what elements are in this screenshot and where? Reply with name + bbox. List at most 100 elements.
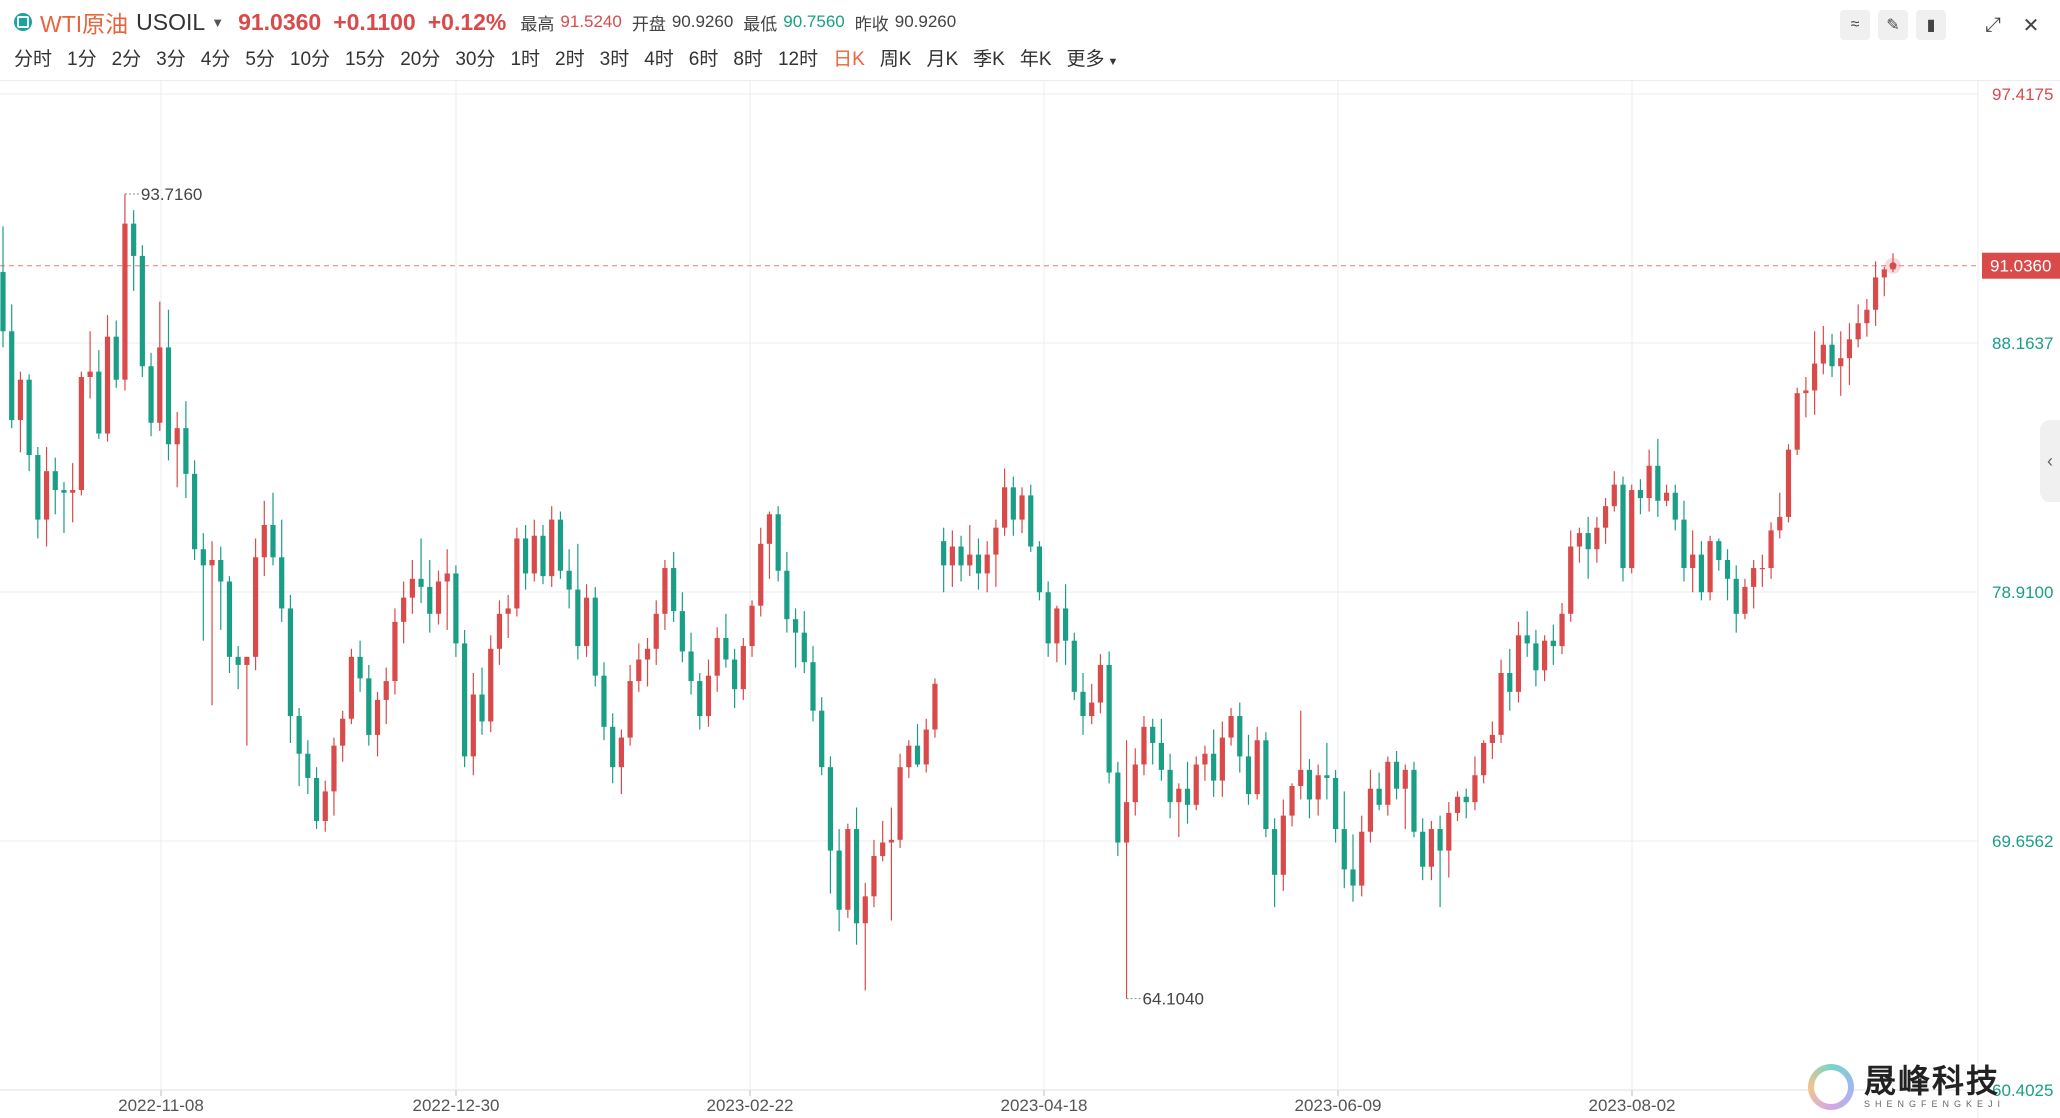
- period-tab[interactable]: 季K: [973, 48, 1005, 70]
- watermark-text-cn: 晟峰科技: [1864, 1062, 2001, 1100]
- candle-body: [78, 377, 84, 491]
- period-tab[interactable]: 10分: [289, 48, 331, 70]
- candle-body: [566, 570, 572, 590]
- period-tab[interactable]: 月K: [926, 48, 959, 70]
- fullscreen-icon[interactable]: ⤢: [1985, 13, 2001, 36]
- candle-body: [583, 597, 590, 647]
- candle-body: [131, 223, 137, 256]
- x-tick-label: 2022-11-08: [118, 1096, 204, 1115]
- candle-body: [1698, 554, 1704, 593]
- candle-body: [1132, 764, 1138, 803]
- period-tab[interactable]: 12时: [777, 48, 819, 70]
- period-tab[interactable]: 6时: [688, 48, 719, 70]
- candle-body: [1367, 788, 1374, 832]
- stat-label: 开盘: [631, 14, 666, 34]
- candle-body: [1751, 568, 1757, 587]
- candle-body: [1158, 742, 1164, 770]
- candle-body: [1115, 772, 1121, 843]
- candle-body: [610, 726, 616, 768]
- period-tab[interactable]: 日K: [833, 48, 865, 70]
- indicator-icon[interactable]: ≈: [1840, 10, 1870, 40]
- period-tab[interactable]: 分时: [14, 48, 53, 70]
- candle-body: [1724, 559, 1731, 579]
- stat-value: 91.5240: [560, 12, 622, 31]
- period-tab[interactable]: 4分: [200, 48, 231, 70]
- candle-body: [0, 272, 6, 332]
- candle-body: [1141, 726, 1147, 765]
- period-tab[interactable]: 15分: [345, 48, 386, 70]
- chevron-down-icon[interactable]: ▼: [211, 14, 225, 30]
- close-icon[interactable]: ✕: [2022, 14, 2040, 37]
- y-tick-label: 97.4175: [1992, 85, 2053, 104]
- candle-body: [313, 777, 320, 821]
- candle-body: [1332, 777, 1339, 830]
- instrument-symbol[interactable]: USOIL: [136, 8, 206, 35]
- candle-body: [1785, 449, 1792, 517]
- candle-body: [322, 791, 328, 821]
- candle-body: [1315, 775, 1321, 800]
- candle-body: [1272, 829, 1278, 875]
- period-tab[interactable]: 3时: [599, 48, 630, 70]
- period-tab[interactable]: 30分: [455, 48, 496, 70]
- candle-body: [1420, 831, 1426, 867]
- period-tab[interactable]: 3分: [156, 48, 186, 70]
- candle-body: [1507, 672, 1513, 692]
- period-tab[interactable]: 20分: [400, 48, 441, 70]
- candlestick-chart[interactable]: 97.4175 88.1637 78.9100 69.6562 60.4025 2022-…: [0, 80, 2060, 1118]
- candle-body: [1803, 390, 1809, 394]
- max-label: 93.7160: [141, 185, 202, 204]
- candle-body: [1872, 277, 1879, 310]
- candle-body: [226, 581, 233, 657]
- candle-body: [1542, 640, 1548, 671]
- y-tick-label: 60.4025: [1992, 1081, 2053, 1100]
- period-tab[interactable]: 1时: [510, 48, 541, 70]
- candle-body: [1716, 541, 1722, 560]
- instrument-logo-icon: [14, 13, 32, 31]
- candle-body: [1028, 495, 1034, 547]
- candle-body: [758, 543, 764, 606]
- price-change: +0.1100: [333, 8, 416, 35]
- candle-body: [932, 683, 938, 730]
- candle-body: [1672, 492, 1678, 520]
- candle-body: [366, 678, 372, 735]
- candle-body: [26, 379, 32, 456]
- candle-body: [1707, 541, 1713, 593]
- candle-body: [1002, 487, 1008, 528]
- candle-body: [1263, 740, 1269, 830]
- collapse-panel-chevron-left-icon[interactable]: ‹: [2040, 420, 2060, 502]
- candle-body: [967, 554, 973, 566]
- candle-body: [644, 648, 651, 660]
- candle-body: [1655, 465, 1661, 501]
- period-tab[interactable]: 周K: [879, 48, 912, 70]
- candle-body: [1341, 829, 1347, 870]
- candle-body: [1489, 734, 1495, 743]
- candle-body: [1864, 309, 1870, 324]
- candle-body: [1184, 788, 1191, 805]
- candle-body: [836, 850, 842, 910]
- candle-body: [1855, 323, 1861, 340]
- candle-body: [444, 573, 450, 582]
- candle-body: [270, 524, 276, 558]
- candle-body: [1681, 519, 1687, 569]
- candle-body: [279, 557, 285, 609]
- period-tab[interactable]: 4时: [644, 48, 674, 70]
- period-tab[interactable]: 2时: [555, 48, 585, 70]
- instrument-name[interactable]: WTI原油: [40, 11, 129, 37]
- period-tab[interactable]: 年K: [1019, 48, 1052, 70]
- candle-body: [1515, 635, 1522, 692]
- period-tab[interactable]: 2分: [111, 48, 142, 70]
- candle-body: [374, 699, 381, 735]
- candle-body: [636, 659, 642, 682]
- period-tab[interactable]: 1分: [67, 48, 97, 70]
- candle-body: [200, 549, 206, 566]
- candle-body: [139, 255, 145, 367]
- period-tab[interactable]: 8时: [733, 48, 763, 70]
- candle-style-icon[interactable]: ▮: [1916, 10, 1946, 40]
- draw-pen-icon[interactable]: ✎: [1878, 10, 1908, 40]
- candle-body: [1376, 788, 1382, 805]
- candle-body: [1690, 554, 1696, 569]
- candle-body: [1089, 702, 1095, 717]
- chevron-down-icon: ▼: [1107, 55, 1119, 68]
- period-tab[interactable]: 5分: [245, 48, 275, 70]
- period-tab[interactable]: 更多 ▼: [1066, 48, 1119, 70]
